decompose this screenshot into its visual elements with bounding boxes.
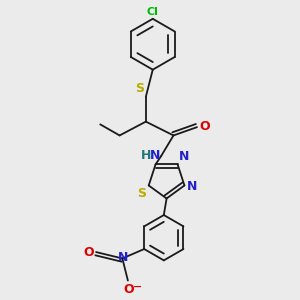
Text: N: N bbox=[118, 251, 128, 264]
Text: O: O bbox=[123, 283, 134, 296]
Text: Cl: Cl bbox=[147, 7, 159, 16]
Text: S: S bbox=[136, 82, 145, 95]
Text: O: O bbox=[199, 120, 210, 133]
Text: S: S bbox=[137, 187, 146, 200]
Text: O: O bbox=[83, 246, 94, 259]
Text: −: − bbox=[133, 282, 142, 292]
Text: N: N bbox=[150, 148, 160, 162]
Text: H: H bbox=[141, 149, 151, 162]
Text: N: N bbox=[179, 150, 189, 163]
Text: N: N bbox=[187, 179, 197, 193]
